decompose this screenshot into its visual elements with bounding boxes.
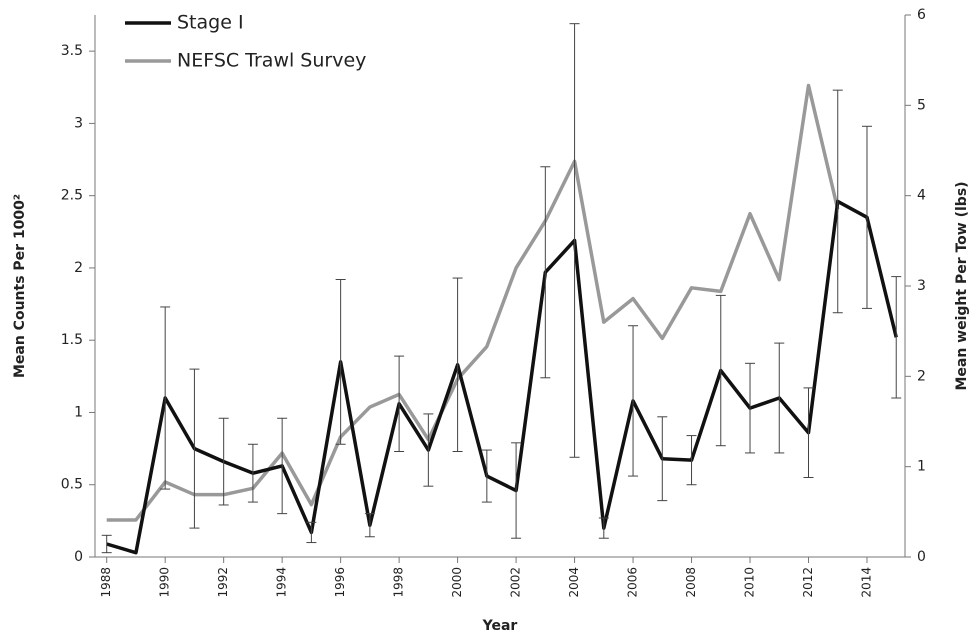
error-bar [803, 387, 814, 479]
error-bar [306, 521, 317, 544]
x-tick-label: 2008 [684, 567, 698, 598]
x-tick-label: 2000 [450, 567, 464, 598]
x-tick-label: 1988 [99, 567, 113, 598]
y-tick-label: 3.5 [61, 43, 83, 59]
y2-tick-label: 4 [917, 188, 926, 204]
y-axis-title: Mean Counts Per 1000² [12, 194, 28, 378]
x-axis-title: Year [482, 618, 518, 634]
error-bar [686, 435, 697, 486]
x-tick-label: 2002 [509, 567, 523, 598]
error-bar [364, 513, 375, 538]
error-bar [715, 294, 726, 447]
error-bar [745, 362, 756, 454]
error-bar [540, 166, 551, 379]
x-tick-label: 1998 [392, 567, 406, 598]
y-tick-label: 2.5 [61, 188, 83, 204]
error-bar [423, 413, 434, 487]
x-tick-label: 2010 [743, 567, 757, 598]
x-tick-label: 1994 [275, 567, 289, 598]
y2-tick-label: 3 [917, 278, 926, 294]
y2-tick-label: 1 [917, 459, 926, 475]
error-bar [861, 125, 872, 309]
y-tick-label: 0 [74, 549, 83, 565]
y2-tick-label: 0 [917, 549, 926, 565]
error-bar [101, 534, 112, 554]
error-bar [891, 276, 902, 399]
legend-label: NEFSC Trawl Survey [177, 50, 366, 72]
error-bar [774, 342, 785, 454]
series-line [106, 83, 840, 522]
y-tick-label: 3 [74, 115, 83, 131]
x-tick-label: 1996 [333, 567, 347, 598]
error-bar [335, 278, 346, 445]
y-tick-label: 0.5 [61, 477, 83, 493]
y2-axis-title: Mean weight Per Tow (lbs) [954, 181, 970, 390]
error-bar [277, 417, 288, 515]
error-bar [160, 306, 171, 490]
x-tick-label: 2014 [859, 567, 873, 598]
error-bar [481, 449, 492, 503]
error-bar [598, 517, 609, 539]
x-tick-label: 2004 [567, 567, 581, 598]
x-tick-label: 1992 [216, 567, 230, 598]
y-tick-label: 2 [74, 260, 83, 276]
y2-tick-label: 6 [917, 7, 926, 23]
x-tick-label: 1990 [158, 567, 172, 598]
y2-tick-label: 5 [917, 97, 926, 113]
y-tick-label: 1.5 [61, 332, 83, 348]
error-bar [218, 417, 229, 506]
legend-label: Stage I [177, 12, 244, 34]
error-bar [394, 355, 405, 452]
error-bar [452, 277, 463, 452]
error-bar [657, 416, 668, 502]
x-tick-label: 2012 [801, 567, 815, 598]
y-tick-label: 1 [74, 404, 83, 420]
y2-tick-label: 2 [917, 368, 926, 384]
error-bar [832, 89, 843, 314]
error-bar [569, 23, 580, 458]
series-line [106, 199, 898, 555]
error-bar [511, 442, 522, 539]
x-tick-label: 2006 [626, 567, 640, 598]
error-bar [247, 443, 258, 503]
error-bar [628, 325, 639, 477]
error-bar [189, 368, 200, 529]
